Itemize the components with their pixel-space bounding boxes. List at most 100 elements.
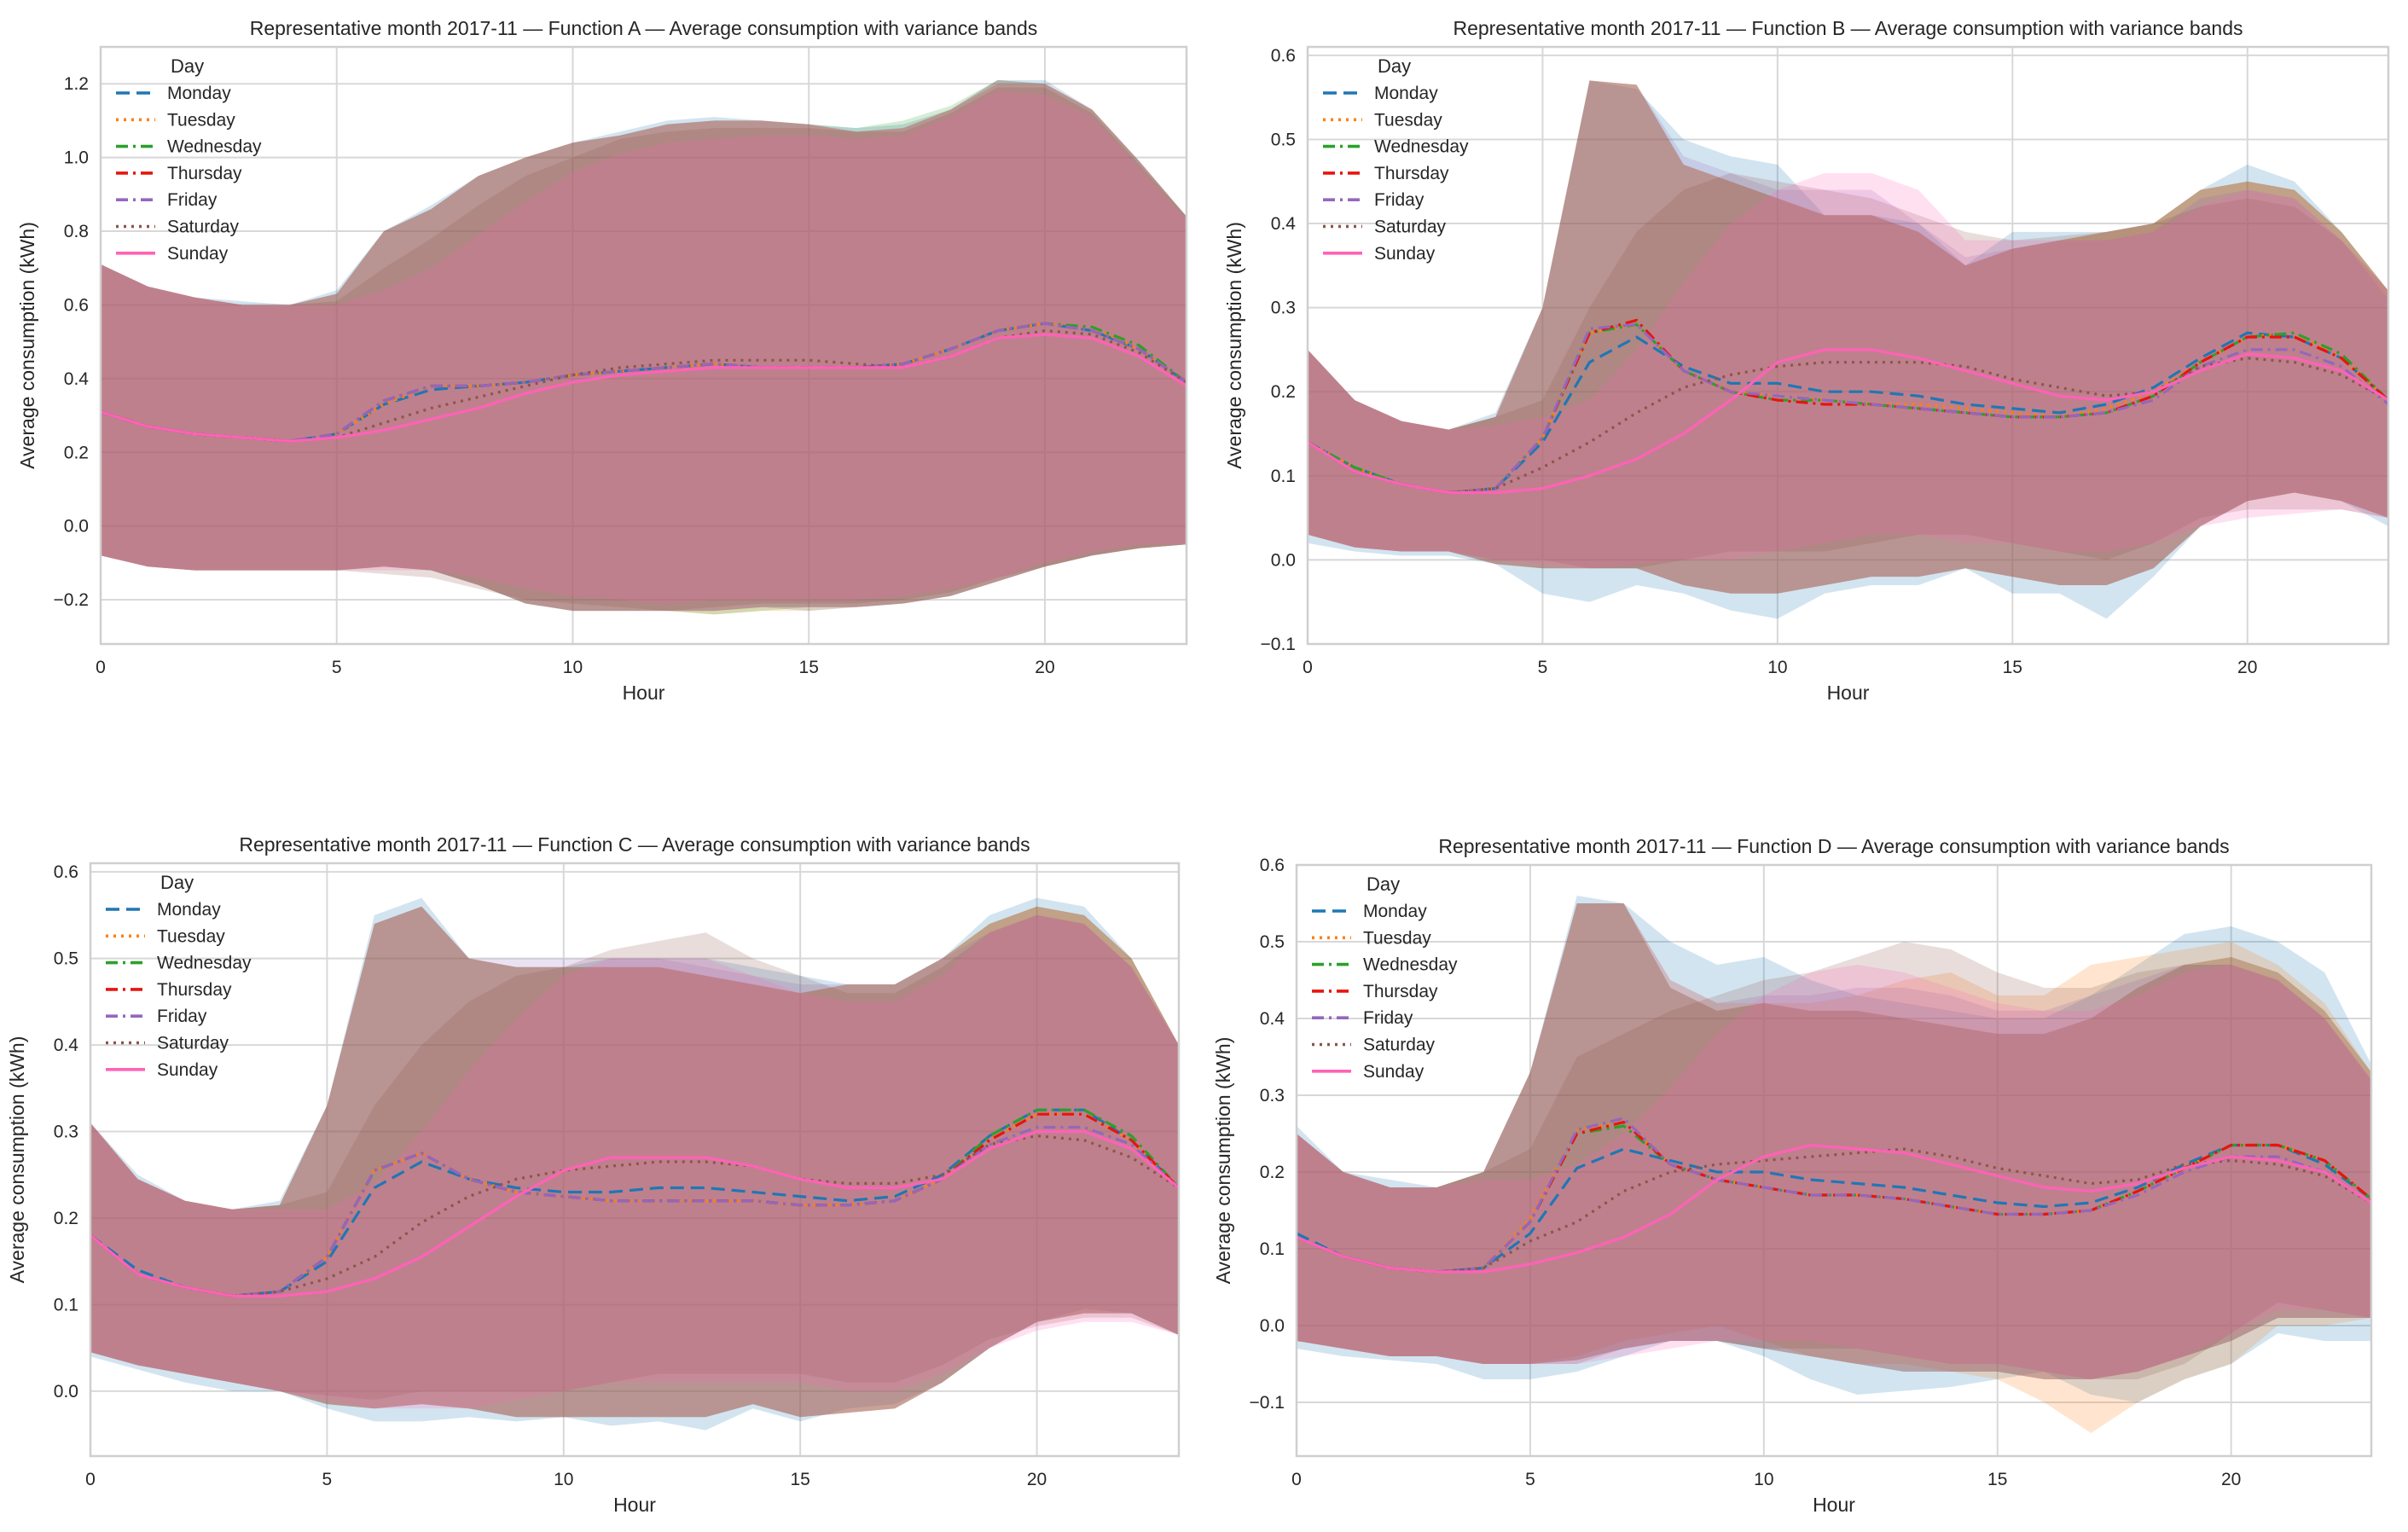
data-point-friday [893, 1199, 896, 1203]
data-point-sunday [1482, 1270, 1485, 1274]
data-point-sunday [287, 439, 291, 443]
data-point-saturday [988, 1143, 991, 1146]
legend-label-thursday: Thursday [157, 980, 232, 1000]
data-point-sunday [1541, 486, 1544, 490]
data-point-sunday [241, 436, 244, 439]
x-tick-label: 20 [1035, 658, 1054, 677]
data-point-saturday [1823, 361, 1826, 364]
legend-label-saturday: Saturday [167, 218, 240, 237]
data-point-monday [657, 1186, 660, 1189]
data-point-sunday [146, 425, 149, 428]
data-point-friday [846, 1204, 850, 1207]
data-point-saturday [1668, 1170, 1672, 1174]
data-point-wednesday [2293, 331, 2296, 334]
legend-label-monday: Monday [1363, 902, 1427, 921]
variance-band-wednesday [1297, 903, 2371, 1379]
data-point-monday [1762, 1170, 1766, 1174]
legend: Day Monday Tuesday Wednesday Thursday Friday S… [1312, 873, 1458, 1082]
data-point-friday [1949, 1204, 1953, 1208]
data-point-sunday [2057, 394, 2061, 398]
data-point-friday [1634, 322, 1638, 326]
legend: Day Monday Tuesday Wednesday Thursday Friday S… [116, 55, 262, 264]
variance-band-saturday [101, 87, 1187, 612]
data-point-monday [798, 1194, 802, 1198]
data-point-monday [1715, 1170, 1719, 1174]
data-point-sunday [1043, 333, 1047, 336]
data-point-friday [2011, 415, 2014, 419]
data-point-friday [325, 1255, 328, 1258]
legend-label-monday: Monday [167, 84, 231, 103]
data-point-friday [751, 1199, 755, 1203]
data-point-sunday [1082, 1129, 1086, 1133]
data-point-sunday [2199, 368, 2202, 372]
series-line-sunday [89, 1129, 1181, 1297]
data-point-sunday [183, 1285, 187, 1289]
data-point-thursday [2246, 335, 2249, 339]
variance-band-friday [101, 79, 1187, 612]
variance-band-sunday [1297, 965, 2371, 1379]
data-point-thursday [2323, 1158, 2326, 1162]
data-point-friday [2136, 1193, 2139, 1197]
data-point-friday [1587, 327, 1591, 330]
data-point-sunday [420, 1255, 423, 1258]
data-point-monday [325, 1260, 328, 1263]
data-point-friday [2293, 348, 2296, 351]
legend-label-tuesday: Tuesday [167, 110, 235, 130]
data-point-monday [2104, 403, 2108, 406]
data-point-sunday [2089, 1189, 2092, 1193]
data-point-sunday [657, 1156, 660, 1159]
data-point-friday [1902, 1197, 1906, 1200]
data-point-thursday [1622, 1120, 1625, 1123]
chart-title: Representative month 2017-11 — Function … [239, 833, 1030, 856]
x-tick-label: 20 [2237, 658, 2257, 677]
data-point-wednesday [1129, 1134, 1133, 1137]
variance-band-thursday [101, 84, 1187, 612]
data-point-sunday [1622, 1235, 1625, 1239]
data-point-sunday [382, 428, 386, 432]
x-tick-label: 20 [1027, 1470, 1047, 1489]
data-point-saturday [846, 1181, 850, 1185]
data-point-sunday [1855, 1147, 1859, 1151]
data-point-saturday [477, 395, 480, 398]
data-point-tuesday [1964, 407, 1967, 410]
legend-label-sunday: Sunday [1374, 244, 1436, 264]
data-point-sunday [807, 366, 810, 369]
series-line-saturday [1296, 1147, 2372, 1274]
data-point-saturday [1541, 466, 1544, 469]
data-point-monday [1729, 381, 1732, 385]
data-point-sunday [1494, 490, 1497, 494]
data-point-friday [1622, 1117, 1625, 1120]
x-axis-label: Hour [1827, 682, 1870, 704]
data-point-saturday [1622, 1189, 1625, 1193]
data-point-monday [1776, 381, 1779, 385]
data-point-saturday [1634, 411, 1638, 415]
data-point-monday [1622, 1147, 1625, 1151]
data-point-friday [712, 362, 716, 365]
data-point-sunday [1529, 1262, 1532, 1266]
plot-frame [1306, 45, 2390, 646]
y-tick-label: 0.0 [1271, 550, 1296, 570]
data-point-saturday [514, 1177, 518, 1181]
data-point-saturday [1949, 1155, 1953, 1158]
data-point-saturday [1902, 1147, 1906, 1151]
data-point-friday [1043, 322, 1047, 325]
x-tick-label: 10 [563, 658, 583, 677]
legend-title: Day [160, 872, 194, 893]
chart-panel: 0 5 10 15 20 −0.1 0.0 0.1 0.2 0.3 0.4 0.5 0.6 Represe… [1223, 17, 2390, 704]
legend: Day Monday Tuesday Wednesday Thursday Friday S… [1323, 55, 1469, 264]
legend: Day Monday Tuesday Wednesday Thursday Friday S… [106, 872, 252, 1080]
variance-band-friday [90, 906, 1179, 1418]
data-point-sunday [2104, 398, 2108, 402]
data-point-saturday [325, 1277, 328, 1280]
data-point-saturday [760, 358, 763, 362]
data-point-wednesday [1353, 466, 1356, 469]
data-point-sunday [751, 1164, 755, 1168]
variance-band-wednesday [90, 906, 1179, 1418]
data-point-sunday [609, 1156, 612, 1159]
data-point-saturday [1996, 1166, 1999, 1169]
legend-label-monday: Monday [1374, 84, 1438, 103]
data-point-sunday [1715, 1178, 1719, 1181]
legend-label-wednesday: Wednesday [167, 137, 262, 157]
data-point-sunday [1996, 1174, 1999, 1177]
plot-frame [99, 45, 1188, 646]
